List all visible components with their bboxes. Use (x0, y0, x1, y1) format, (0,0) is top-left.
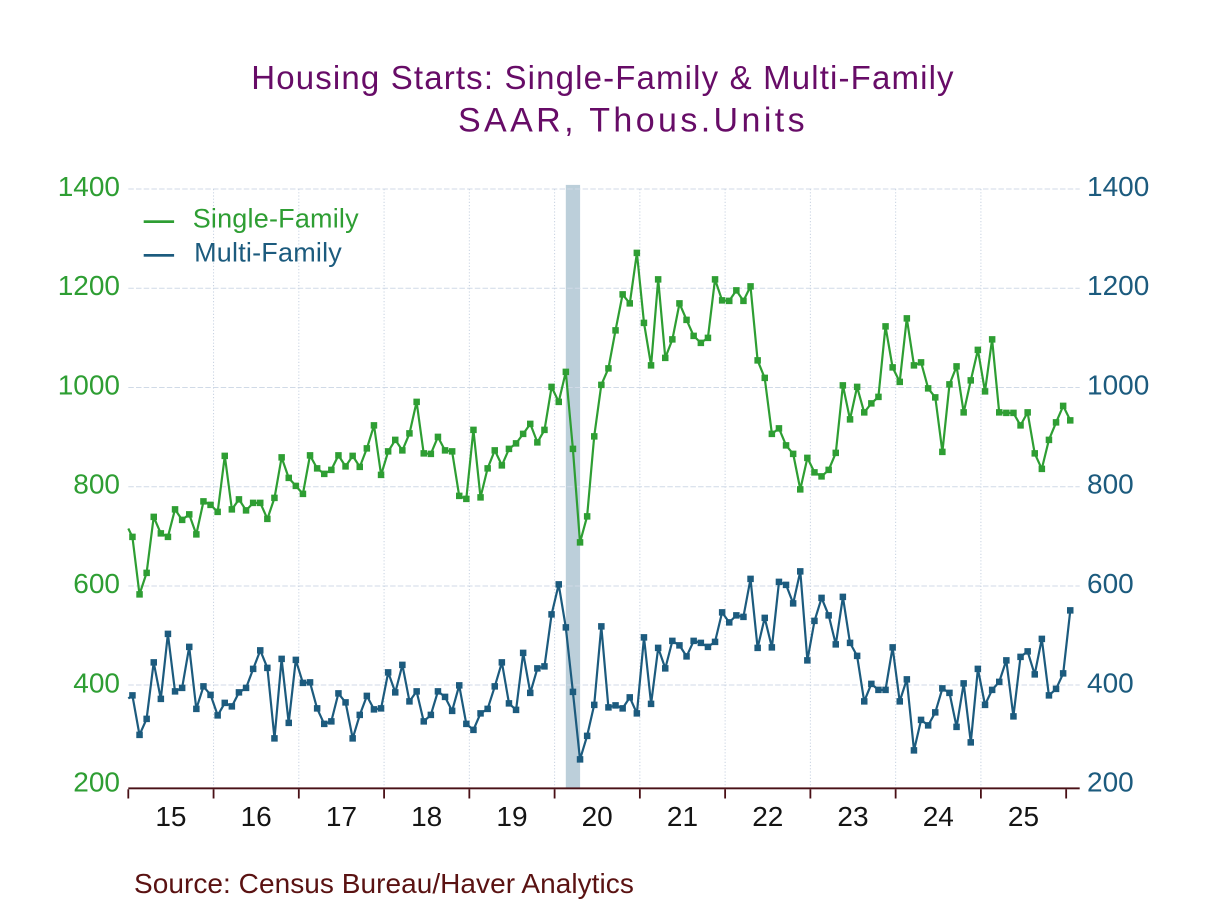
svg-text:25: 25 (1008, 801, 1039, 832)
svg-text:600: 600 (1087, 568, 1134, 599)
svg-text:19: 19 (496, 801, 527, 832)
svg-text:SAAR, Thous.Units: SAAR, Thous.Units (458, 102, 808, 140)
svg-text:21: 21 (667, 801, 698, 832)
svg-text:Housing Starts: Single-Family: Housing Starts: Single-Family & Multi-Fa… (251, 59, 954, 96)
svg-text:1400: 1400 (58, 171, 120, 202)
svg-text:400: 400 (73, 667, 120, 698)
svg-text:20: 20 (582, 801, 613, 832)
svg-text:Multi-Family: Multi-Family (194, 238, 342, 268)
svg-text:17: 17 (326, 801, 357, 832)
svg-text:200: 200 (73, 767, 120, 798)
svg-text:15: 15 (155, 801, 186, 832)
svg-text:Single-Family: Single-Family (193, 204, 359, 234)
svg-text:24: 24 (923, 801, 954, 832)
svg-text:18: 18 (411, 801, 442, 832)
svg-text:800: 800 (1087, 469, 1134, 500)
svg-text:Source: Census Bureau/Haver An: Source: Census Bureau/Haver Analytics (134, 868, 634, 899)
svg-text:1000: 1000 (58, 369, 120, 400)
svg-text:1200: 1200 (1087, 270, 1149, 301)
svg-text:200: 200 (1087, 767, 1134, 798)
svg-text:600: 600 (73, 568, 120, 599)
svg-text:800: 800 (73, 469, 120, 500)
svg-text:1400: 1400 (1087, 171, 1149, 202)
svg-text:1000: 1000 (1087, 369, 1149, 400)
svg-text:1200: 1200 (58, 270, 120, 301)
svg-text:23: 23 (837, 801, 868, 832)
svg-text:22: 22 (752, 801, 783, 832)
svg-text:16: 16 (241, 801, 272, 832)
svg-text:400: 400 (1087, 667, 1134, 698)
